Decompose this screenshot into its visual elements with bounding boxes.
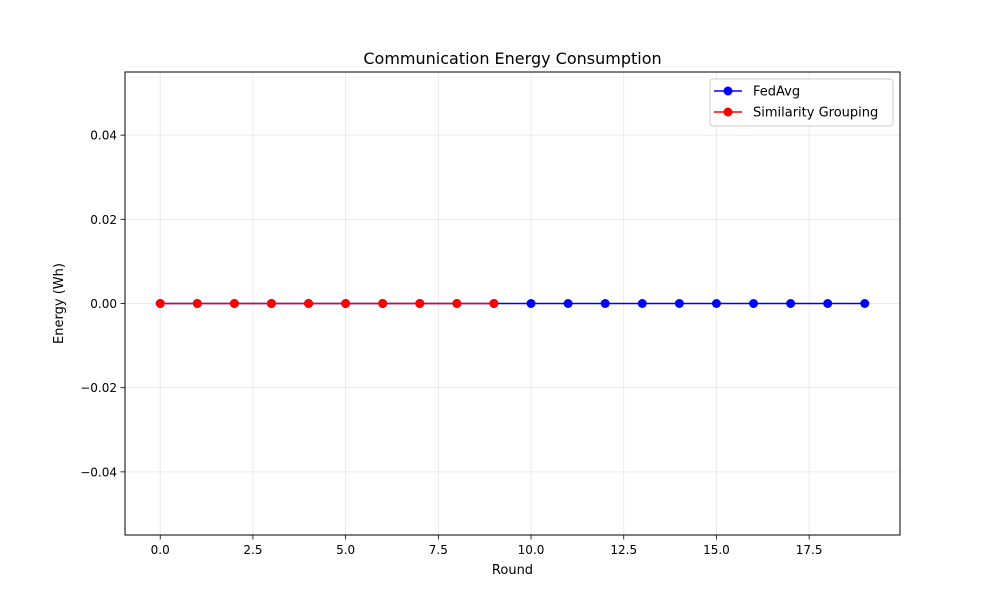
- data-point: [192, 299, 202, 308]
- x-tick-label: 0.0: [151, 543, 170, 557]
- x-tick-label: 5.0: [336, 543, 355, 557]
- data-point: [489, 299, 499, 308]
- data-point: [786, 299, 796, 308]
- data-point: [860, 299, 870, 308]
- series-layer: [155, 299, 870, 308]
- x-tick-label: 2.5: [243, 543, 262, 557]
- chart-title: Communication Energy Consumption: [363, 49, 661, 68]
- data-point: [341, 299, 351, 308]
- y-axis-label: Energy (Wh): [52, 263, 67, 344]
- series-1: [155, 299, 499, 308]
- x-axis-label: Round: [492, 563, 533, 578]
- y-tick-label: 0.04: [90, 129, 117, 143]
- y-axis: −0.04 −0.02 0.00 0.02 0.04: [80, 129, 125, 479]
- legend-item: Similarity Grouping: [714, 106, 878, 121]
- data-point: [749, 299, 759, 308]
- x-tick-label: 17.5: [796, 543, 823, 557]
- data-point: [600, 299, 610, 308]
- y-tick-label: −0.04: [80, 465, 117, 479]
- legend-marker: [723, 86, 733, 96]
- data-point: [637, 299, 647, 308]
- legend-label: FedAvg: [753, 85, 800, 100]
- x-tick-label: 10.0: [518, 543, 545, 557]
- legend-marker: [723, 107, 733, 117]
- data-point: [526, 299, 536, 308]
- data-point: [415, 299, 425, 308]
- data-point: [674, 299, 684, 308]
- y-tick-label: 0.02: [90, 213, 117, 227]
- data-point: [563, 299, 573, 308]
- x-tick-label: 15.0: [703, 543, 730, 557]
- data-point: [823, 299, 833, 308]
- data-point: [155, 299, 165, 308]
- x-tick-label: 12.5: [610, 543, 637, 557]
- data-point: [229, 299, 239, 308]
- data-point: [378, 299, 388, 308]
- legend: FedAvg Similarity Grouping: [709, 78, 894, 127]
- data-point: [452, 299, 462, 308]
- data-point: [304, 299, 314, 308]
- data-point: [711, 299, 721, 308]
- y-tick-label: −0.02: [80, 381, 117, 395]
- data-point: [266, 299, 276, 308]
- x-axis: 0.0 2.5 5.0 7.5 10.0 12.5 15.0 17.5: [151, 535, 823, 557]
- x-tick-label: 7.5: [429, 543, 448, 557]
- legend-label: Similarity Grouping: [753, 106, 878, 121]
- legend-item: FedAvg: [714, 85, 800, 100]
- legend-box: [709, 78, 894, 127]
- y-tick-label: 0.00: [90, 297, 117, 311]
